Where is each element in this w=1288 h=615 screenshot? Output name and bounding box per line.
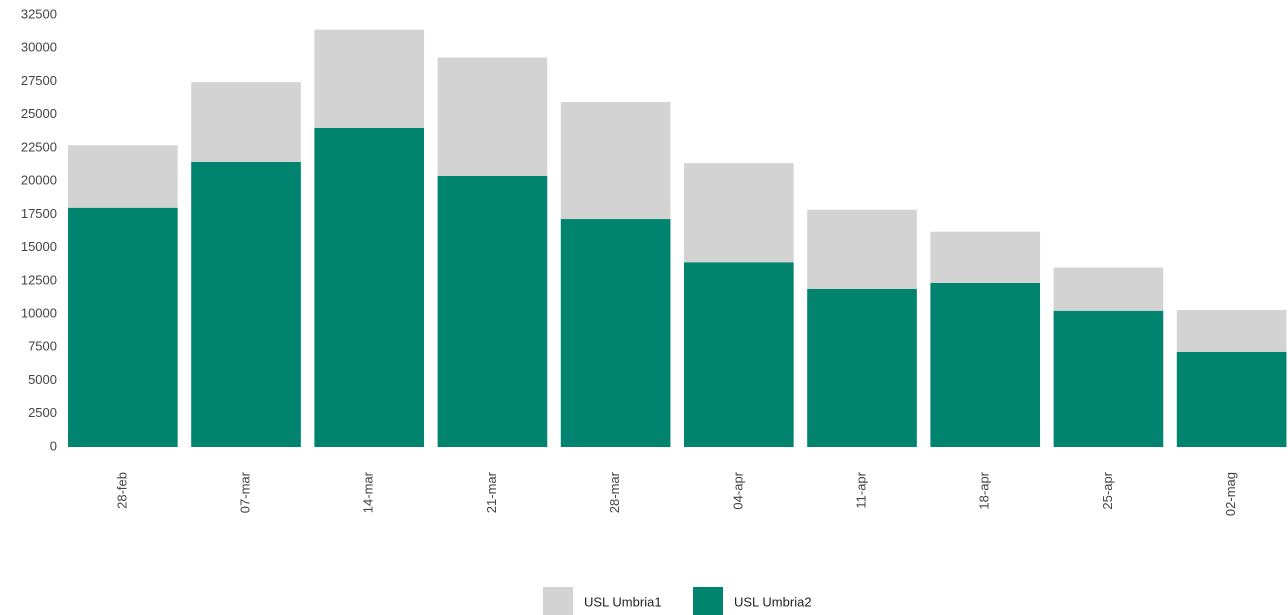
y-tick-label: 2500 <box>28 405 57 420</box>
y-tick-label: 30000 <box>21 40 57 55</box>
bar-segment <box>437 57 548 176</box>
bar-segment <box>560 102 671 220</box>
legend-text: USL Umbria1 <box>584 594 662 609</box>
legend-swatch <box>693 587 723 615</box>
y-tick-label: 22500 <box>21 139 57 154</box>
bar-segment <box>1053 310 1164 447</box>
x-tick-label: 25-apr <box>1100 471 1115 509</box>
bar-segment <box>68 145 178 208</box>
x-tick-label: 02-mag <box>1223 472 1238 516</box>
x-tick-label: 07-mar <box>237 471 252 513</box>
x-tick-label: 14-mar <box>361 471 376 513</box>
x-tick-label: 04-apr <box>730 471 745 509</box>
x-tick-label: 18-apr <box>977 471 992 509</box>
y-tick-label: 17500 <box>21 206 57 221</box>
bar-segment <box>684 163 794 263</box>
y-tick-label: 0 <box>50 438 57 453</box>
bar-segment <box>807 209 917 289</box>
y-tick-label: 20000 <box>21 173 57 188</box>
legend-swatch <box>543 587 573 615</box>
x-tick-label: 28-mar <box>607 471 622 513</box>
y-tick-label: 15000 <box>21 239 57 254</box>
x-tick-label: 28-feb <box>114 472 129 509</box>
bar-segment <box>314 29 425 128</box>
y-tick-label: 5000 <box>28 372 57 387</box>
bar-segment <box>930 231 1041 283</box>
bar-segment <box>437 175 548 448</box>
bar-segment <box>684 262 794 447</box>
legend-text: USL Umbria2 <box>734 594 812 609</box>
bar-segment <box>807 288 917 447</box>
bar-segment <box>560 219 671 447</box>
x-tick-label: 11-apr <box>853 471 868 508</box>
bar-segment <box>1176 310 1287 352</box>
y-tick-label: 27500 <box>21 73 57 88</box>
y-tick-label: 25000 <box>21 106 57 121</box>
y-tick-label: 10000 <box>21 306 57 321</box>
bar-segment <box>314 127 425 447</box>
x-tick-label: 21-mar <box>484 471 499 513</box>
bar-segment <box>191 82 301 162</box>
bar-segment <box>1053 267 1164 311</box>
y-tick-label: 7500 <box>28 339 57 354</box>
bar-segment <box>191 161 301 447</box>
bar-segment <box>1176 351 1287 447</box>
bar-segment <box>930 282 1041 447</box>
y-tick-label: 12500 <box>21 272 57 287</box>
y-tick-label: 32500 <box>21 6 57 21</box>
bar-segment <box>68 207 178 447</box>
